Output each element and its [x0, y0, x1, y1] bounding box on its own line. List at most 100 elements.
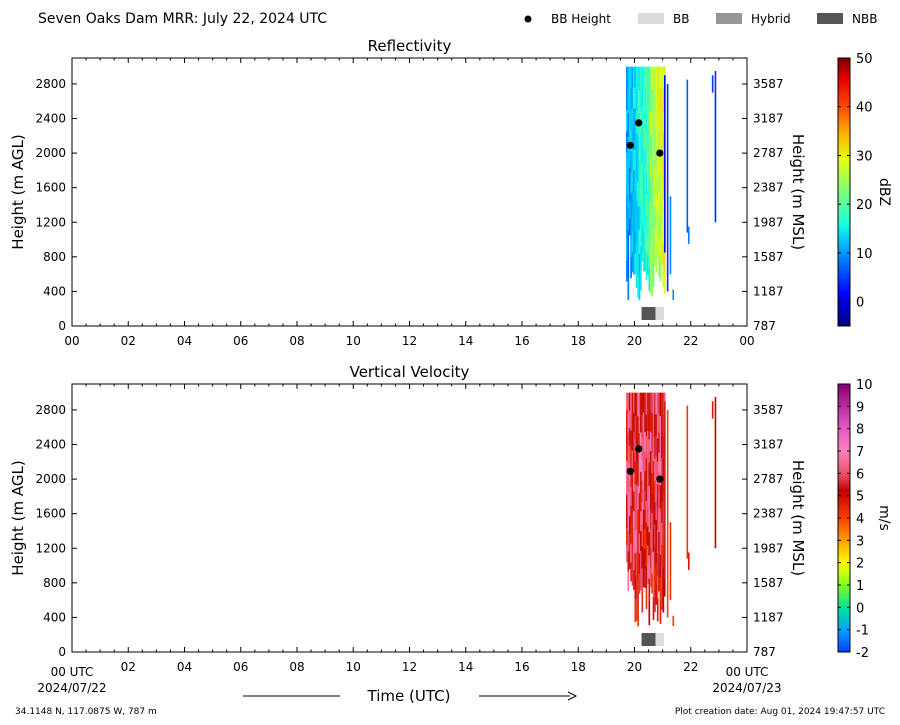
heatmap-cell	[640, 491, 642, 512]
heatmap-cell	[635, 155, 638, 178]
legend-item-hybrid: Hybrid	[716, 12, 791, 26]
heatmap-cell	[634, 530, 637, 554]
heatmap-cell	[651, 532, 653, 554]
heatmap-cell	[631, 489, 634, 509]
heatmap-cell	[634, 252, 637, 274]
heatmap-cell	[661, 414, 663, 437]
heatmap-cell	[634, 415, 637, 439]
heatmap-cell	[635, 177, 638, 200]
x-tick-label: 20	[627, 334, 642, 348]
heatmap-cell	[652, 506, 655, 530]
heatmap-cell	[656, 162, 659, 182]
heatmap-cell	[659, 438, 662, 463]
heatmap-cell	[647, 411, 649, 432]
heatmap-cell	[661, 522, 663, 545]
heatmap-cell	[664, 75, 666, 253]
heatmap-cell	[633, 392, 635, 413]
x-tick-label: 20	[627, 660, 642, 674]
colorbar-tick-label: 0	[856, 601, 864, 616]
heatmap-cell	[638, 253, 641, 277]
heatmap-cell	[626, 511, 628, 529]
heatmap-cell	[662, 524, 665, 547]
heatmap-cell	[645, 109, 648, 131]
heatmap-cell	[649, 547, 652, 568]
heatmap-cell	[638, 66, 641, 91]
bb-height-point	[656, 149, 664, 157]
heatmap-cell	[627, 276, 630, 301]
heatmap-cell	[644, 66, 646, 88]
heatmap-cell	[645, 151, 648, 174]
heatmap-cell	[648, 392, 651, 417]
heatmap-cell	[652, 528, 655, 552]
heatmap-cell	[649, 528, 652, 549]
heatmap-cell	[659, 485, 662, 509]
heatmap-cell	[637, 205, 639, 229]
x-tick-label: 22	[683, 660, 698, 674]
heatmap-cell	[633, 149, 635, 171]
heatmap-cell	[647, 545, 649, 565]
heatmap-cell	[641, 502, 644, 525]
heatmap-cell	[628, 410, 631, 429]
heatmap-cell	[654, 126, 656, 147]
heatmap-cell	[649, 567, 652, 587]
heatmap-cell	[633, 412, 635, 433]
heatmap-cell	[661, 566, 663, 589]
heatmap-cell	[647, 392, 649, 413]
y-right-tick-label: 3587	[753, 403, 784, 417]
heatmap-cell	[628, 427, 631, 446]
y-right-tick-label: 1587	[753, 250, 784, 264]
heatmap-cell	[662, 568, 665, 591]
y-tick-label: 800	[43, 250, 66, 264]
x-tick-label: 18	[571, 660, 586, 674]
heatmap-cell	[634, 575, 637, 600]
heatmap-cell	[649, 157, 652, 181]
heatmap-cell	[630, 193, 632, 215]
heatmap-cell	[656, 200, 659, 220]
heatmap-cell	[640, 89, 642, 112]
y-axis-label: Height (m AGL)	[9, 134, 27, 249]
heatmap-cell	[626, 545, 628, 563]
heatmap-cell	[642, 128, 645, 149]
heatmap-cell	[644, 250, 646, 271]
heatmap-cell	[654, 458, 656, 481]
heatmap-cell	[633, 550, 635, 571]
panel-title: Reflectivity	[368, 37, 452, 55]
heatmap-cell	[659, 238, 662, 260]
heatmap-cell	[654, 106, 656, 127]
heatmap-cell	[645, 66, 648, 89]
x-tick-label: 04	[177, 660, 192, 674]
heatmap-cell	[626, 528, 628, 546]
heatmap-cell	[631, 231, 634, 252]
y-right-tick-label: 1187	[753, 284, 784, 298]
heatmap-cell	[656, 123, 659, 144]
heatmap-cell	[647, 253, 649, 276]
heatmap-cell	[642, 250, 645, 272]
heatmap-cell	[654, 502, 656, 525]
y-right-tick-label: 3187	[753, 112, 784, 126]
heatmap-cell	[642, 189, 645, 211]
heatmap-cell	[663, 270, 666, 294]
heatmap-cell	[630, 505, 632, 525]
heatmap-cell	[627, 66, 630, 91]
heatmap-cell	[649, 225, 652, 249]
heatmap-cell	[651, 512, 653, 534]
heatmap-cell	[644, 509, 646, 530]
heatmap-cell	[661, 392, 663, 415]
legend-dot-marker	[524, 15, 532, 23]
heatmap-cell	[626, 109, 628, 132]
x-tick-label: 16	[514, 660, 529, 674]
heatmap-cell	[652, 438, 655, 462]
bb-height-point	[626, 467, 634, 475]
heatmap-cell	[634, 392, 637, 416]
legend-swatch	[638, 13, 664, 24]
heatmap-cell	[644, 87, 646, 108]
heatmap-cell	[645, 414, 648, 437]
heatmap-cell	[655, 562, 658, 584]
heatmap-cell	[630, 256, 632, 279]
heatmap-cell	[651, 135, 653, 159]
x-tick-label: 06	[233, 334, 248, 348]
heatmap-cell	[654, 146, 656, 167]
heatmap-cell	[651, 227, 653, 251]
y-right-tick-label: 2387	[753, 507, 784, 521]
